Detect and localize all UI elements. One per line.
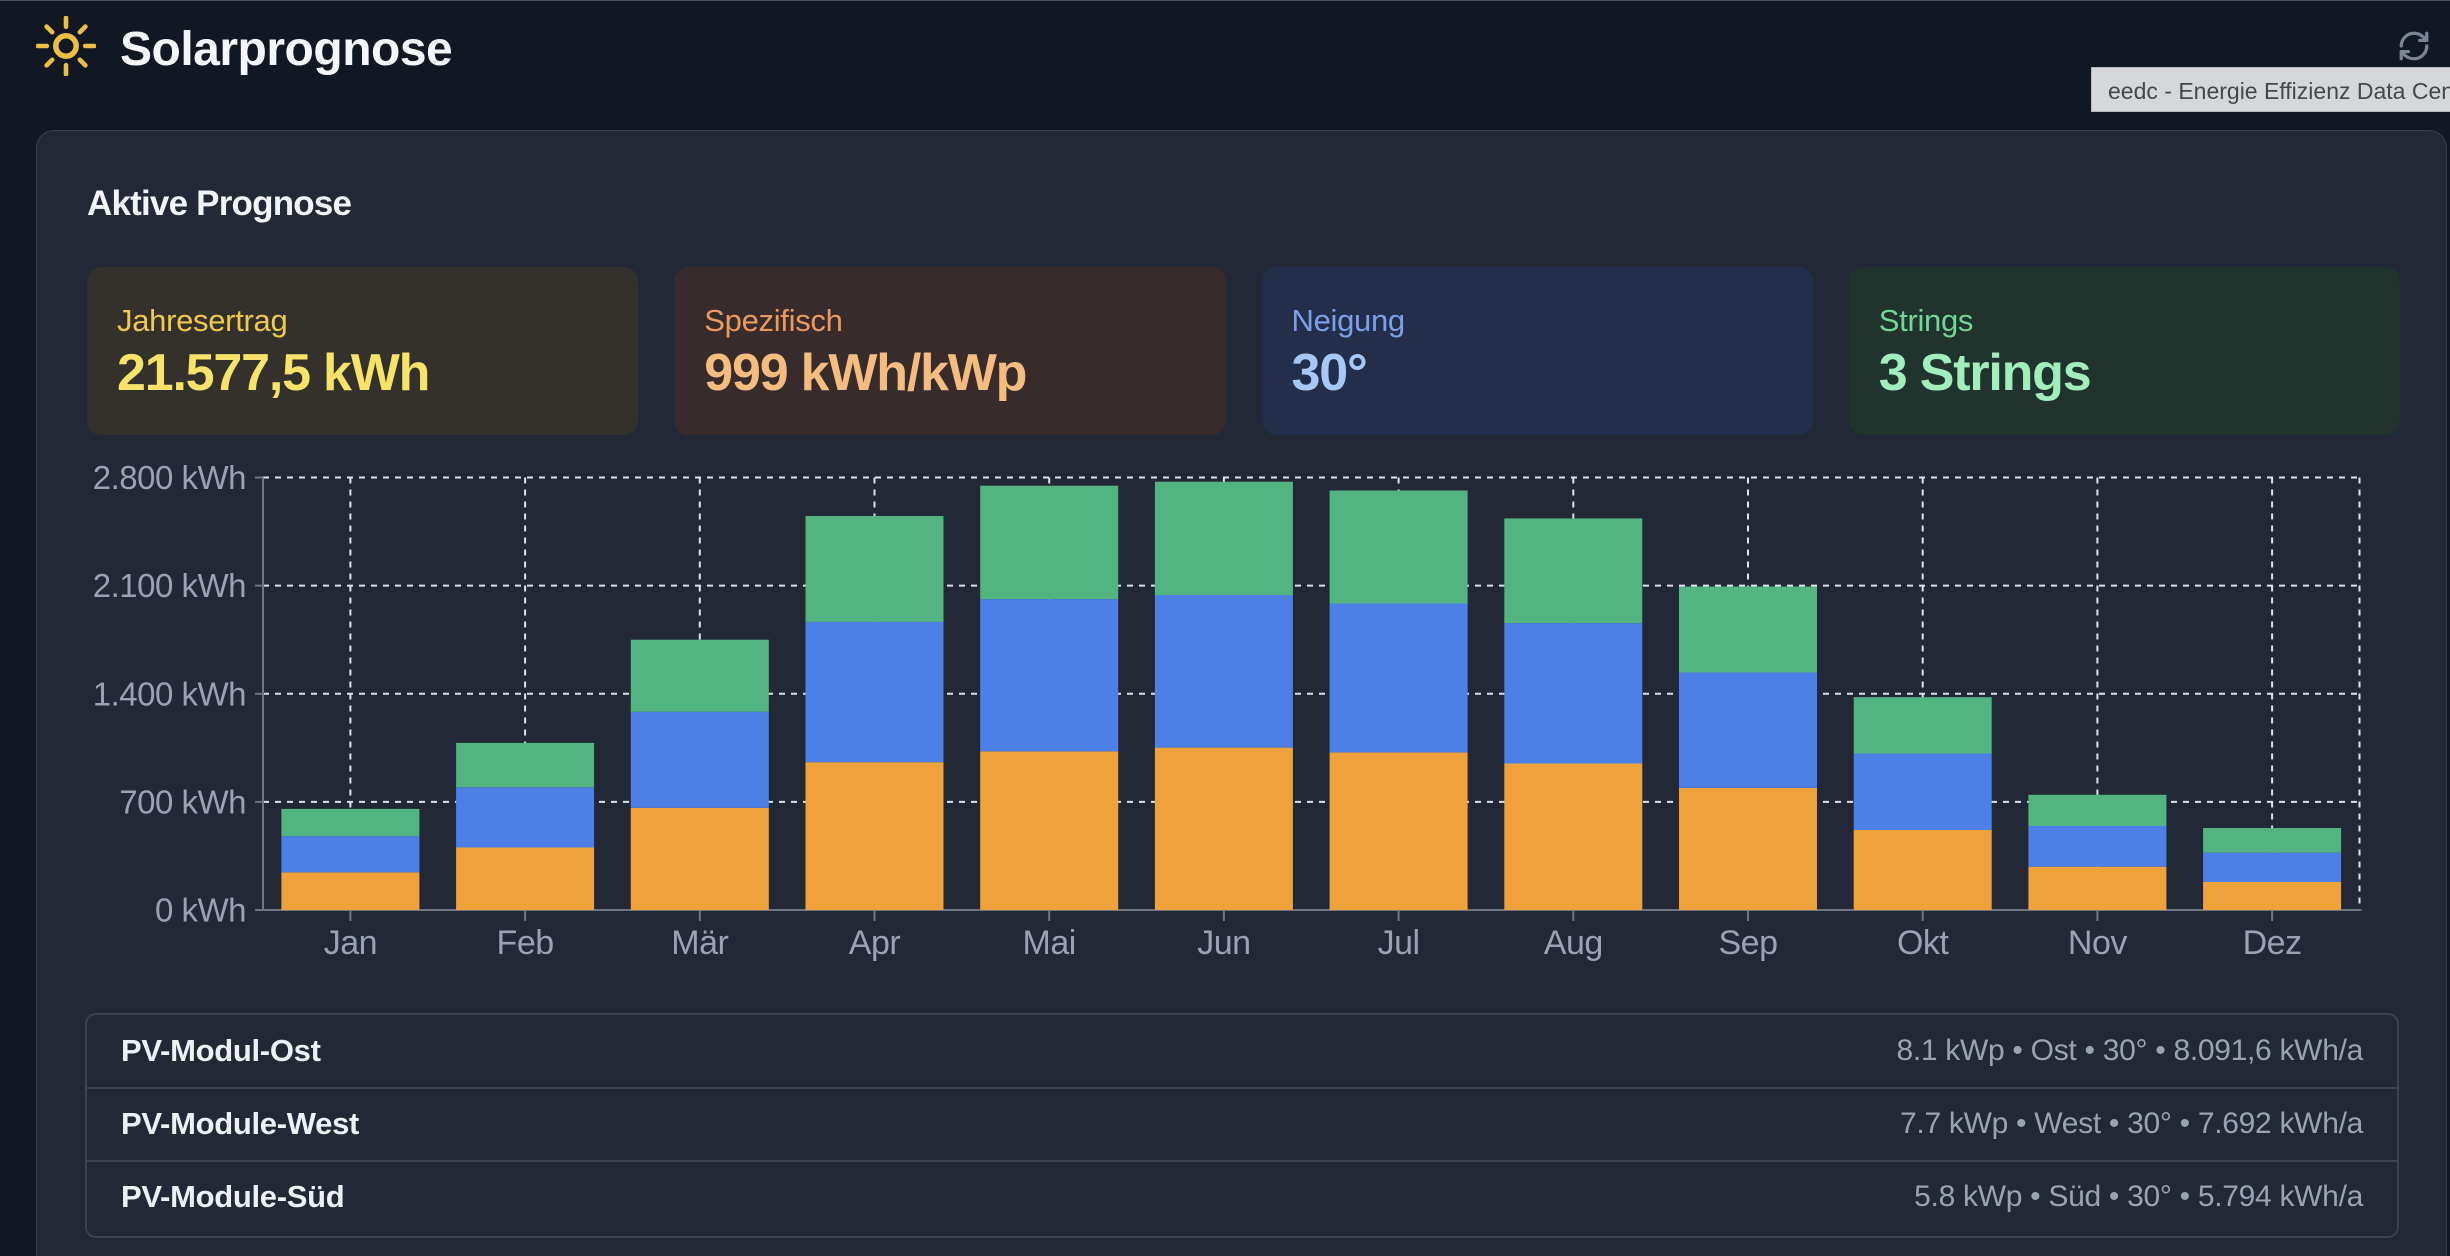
svg-text:Nov: Nov [2068,924,2127,962]
svg-text:2.100 kWh: 2.100 kWh [93,567,246,604]
svg-text:Mär: Mär [671,924,728,962]
svg-text:Sep: Sep [1719,924,1778,962]
svg-text:Aug: Aug [1544,924,1603,962]
svg-text:Jul: Jul [1378,924,1420,962]
svg-text:Apr: Apr [849,924,901,962]
svg-text:Okt: Okt [1897,924,1949,962]
svg-text:0 kWh: 0 kWh [155,892,246,929]
svg-text:Jan: Jan [324,924,377,962]
svg-text:2.800 kWh: 2.800 kWh [93,459,246,496]
svg-text:Dez: Dez [2243,924,2302,962]
svg-text:1.400 kWh: 1.400 kWh [93,675,246,712]
svg-text:Feb: Feb [497,924,554,962]
svg-text:700 kWh: 700 kWh [119,783,246,820]
svg-text:Jun: Jun [1197,924,1250,962]
svg-text:Mai: Mai [1023,924,1076,962]
